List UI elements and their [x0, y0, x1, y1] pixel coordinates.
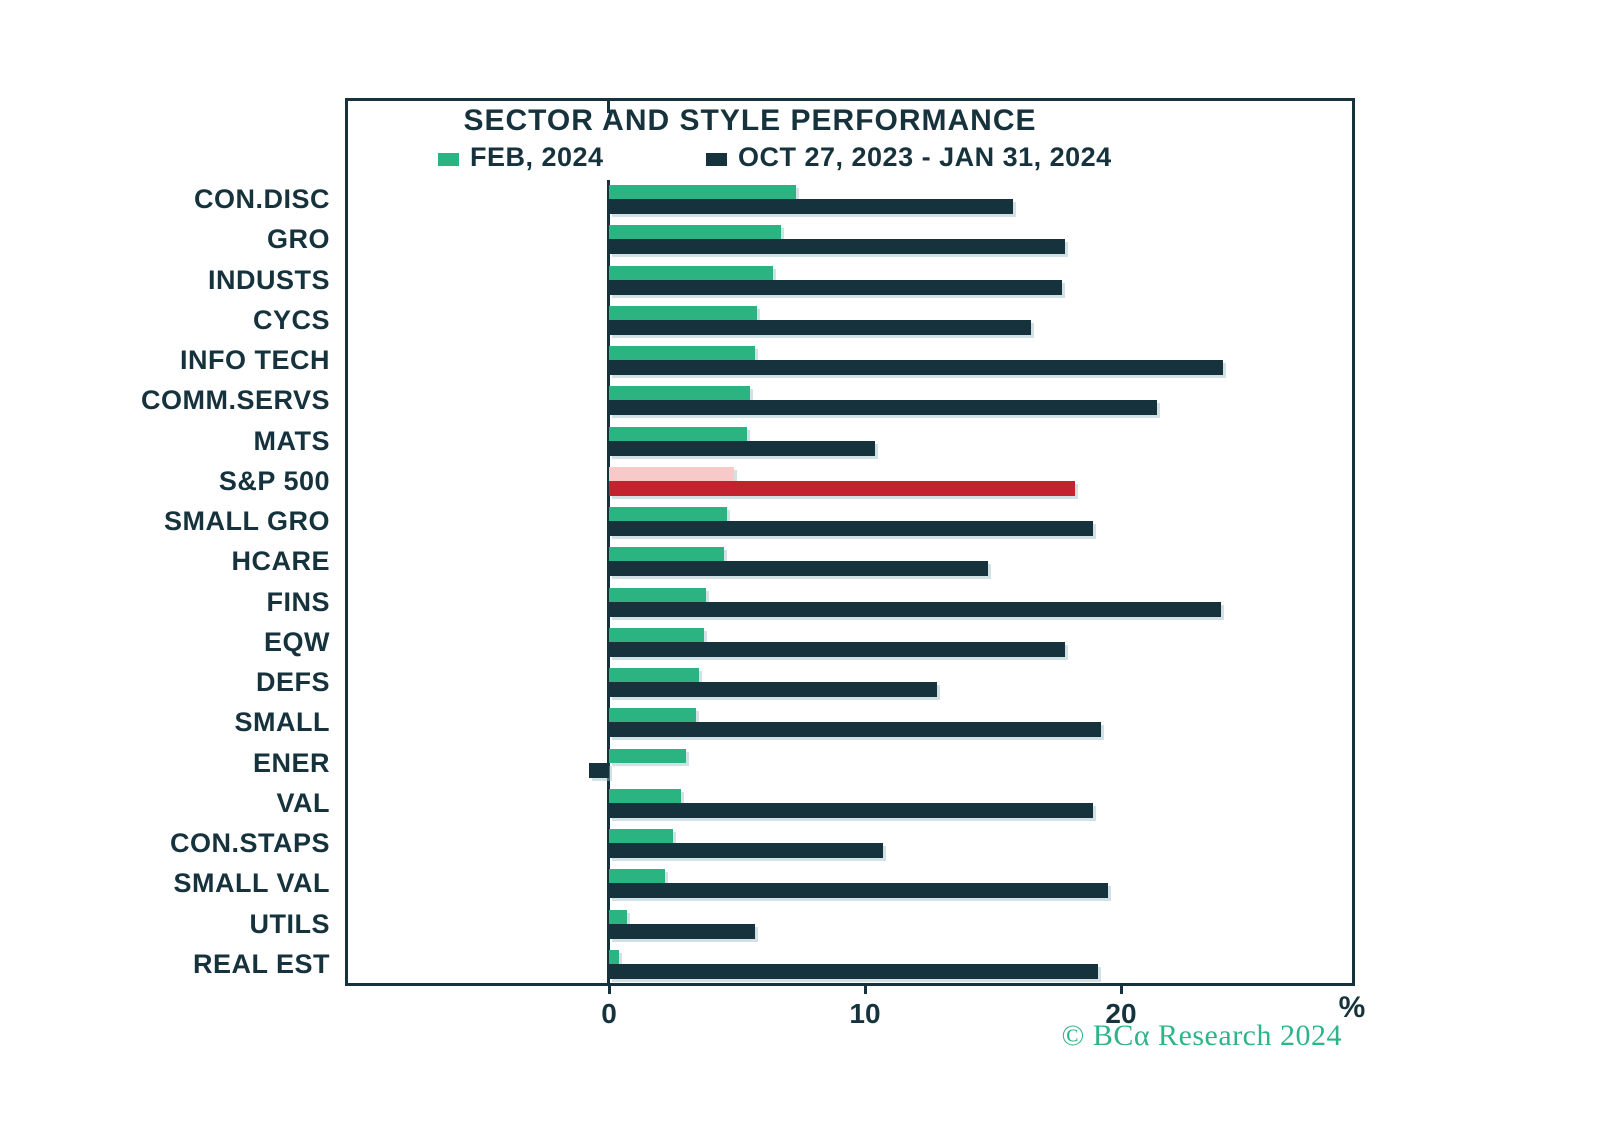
x-axis-tick-label: 20 [1105, 998, 1137, 1029]
bar-oct [609, 963, 1098, 979]
bar-oct [609, 682, 937, 697]
bar-oct [609, 199, 1014, 214]
bar-oct [588, 762, 609, 778]
category-label: S&P 500 [218, 465, 330, 496]
feb-legend-label: FEB, 2024 [470, 142, 604, 172]
bar-oct [609, 400, 1157, 416]
bar-feb [609, 305, 758, 320]
x-axis-tick [863, 984, 867, 994]
bar-feb [609, 708, 697, 723]
feb-legend-swatch-icon [438, 152, 459, 166]
bar-oct [609, 440, 876, 456]
x-axis-tick-label: 10 [849, 998, 881, 1029]
zero-axis-top-tick [607, 98, 610, 113]
chart-title: SECTOR AND STYLE PERFORMANCE [463, 104, 1037, 137]
bar-feb [609, 949, 620, 964]
bar-oct [609, 601, 1221, 617]
bar-oct [609, 722, 1101, 738]
category-label: REAL EST [192, 948, 330, 979]
bar-feb [609, 627, 704, 642]
bar-oct [609, 480, 1075, 496]
bar-feb [609, 587, 707, 602]
x-axis-tick-label: 0 [601, 998, 617, 1029]
x-axis-tick [607, 984, 611, 994]
zero-axis-line [607, 180, 610, 986]
x-axis-tick [1119, 984, 1123, 994]
bar-feb [609, 466, 735, 481]
legend-item-oct: OCT 27, 2023 - JAN 31, 2024 [706, 142, 1112, 173]
bar-feb [609, 748, 686, 763]
category-label: CON.DISC [193, 184, 330, 214]
category-label: COMM.SERVS [140, 385, 330, 416]
bar-feb [609, 185, 796, 199]
bar-feb [609, 346, 755, 360]
category-label: SMALL [234, 707, 330, 738]
bar-feb [609, 386, 750, 401]
bar-feb [609, 869, 666, 884]
bar-feb [609, 829, 673, 843]
category-label: HCARE [231, 546, 330, 577]
category-label: SMALL VAL [173, 868, 330, 899]
category-label: DEFS [255, 667, 330, 697]
category-label: SMALL GRO [164, 506, 330, 536]
bar-oct [609, 561, 988, 577]
bar-feb [609, 547, 725, 562]
category-label: GRO [266, 224, 330, 255]
category-label: INFO TECH [180, 345, 330, 375]
category-label: CON.STAPS [169, 828, 330, 858]
bar-oct [609, 521, 1093, 536]
bar-oct [609, 239, 1065, 255]
bar-oct [609, 319, 1032, 335]
bar-oct [609, 843, 883, 858]
bar-feb [609, 426, 748, 441]
category-label: EQW [264, 626, 330, 657]
bar-oct [609, 923, 755, 939]
category-label: ENER [252, 747, 330, 778]
bar-feb [609, 668, 699, 682]
category-label: VAL [276, 787, 330, 818]
category-label: FINS [266, 586, 330, 617]
plot-area [345, 98, 1355, 994]
category-label: MATS [253, 425, 330, 456]
bar-oct [609, 360, 1224, 375]
bar-feb [609, 788, 681, 803]
footer-credit: © BCα Research 2024 [1061, 1019, 1342, 1052]
x-axis-unit-label: % [1338, 991, 1366, 1024]
bar-oct [609, 641, 1065, 657]
oct-legend-swatch-icon [706, 152, 727, 166]
category-label: UTILS [249, 908, 330, 939]
category-label: INDUSTS [207, 264, 330, 295]
category-label: CYCS [252, 304, 330, 335]
bar-oct [609, 802, 1093, 818]
bar-feb [609, 225, 781, 240]
legend-item-feb: FEB, 2024 [438, 142, 604, 173]
oct-legend-label: OCT 27, 2023 - JAN 31, 2024 [738, 142, 1112, 172]
bar-feb [609, 507, 727, 521]
bar-feb [609, 265, 773, 280]
bar-oct [609, 883, 1109, 899]
bar-feb [609, 909, 627, 924]
bar-oct [609, 279, 1063, 295]
